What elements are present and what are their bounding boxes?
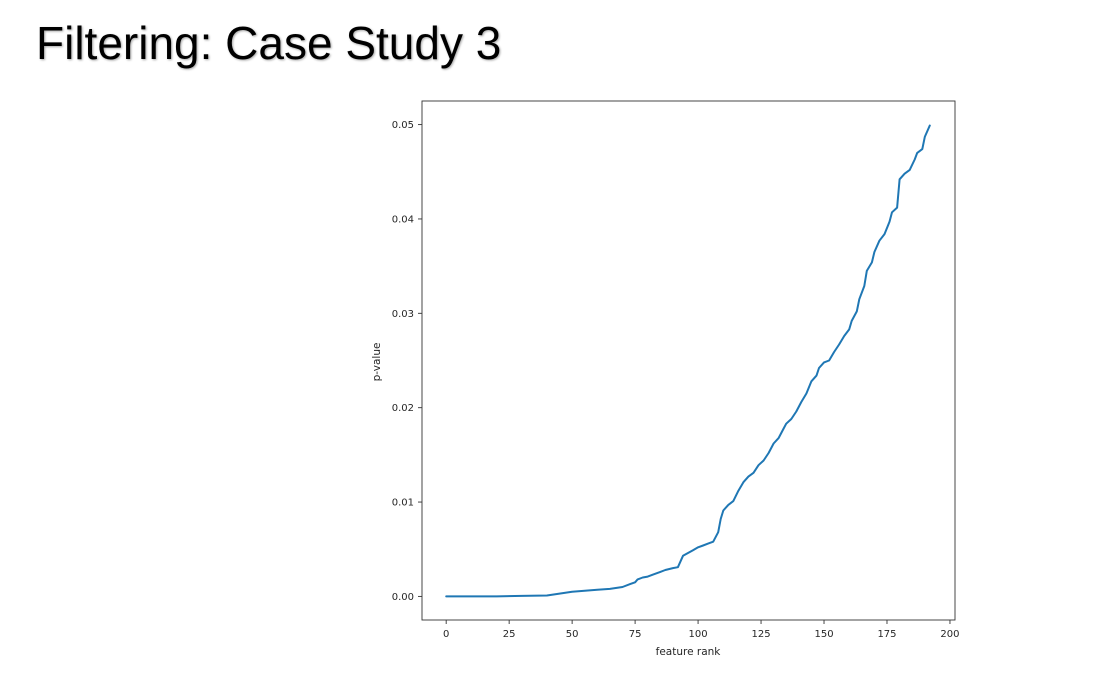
x-tick-label: 200 xyxy=(940,629,959,640)
x-tick-label: 100 xyxy=(689,629,708,640)
y-tick-label: 0.01 xyxy=(392,498,414,509)
x-tick-label: 75 xyxy=(629,629,642,640)
x-tick-label: 125 xyxy=(751,629,770,640)
x-tick-label: 150 xyxy=(814,629,833,640)
y-tick-label: 0.04 xyxy=(392,214,414,225)
x-tick-label: 50 xyxy=(566,629,579,640)
plot-area xyxy=(422,101,955,620)
y-tick-label: 0.02 xyxy=(392,403,414,414)
slide-title: Filtering: Case Study 3 xyxy=(36,17,502,69)
series-line xyxy=(445,124,931,598)
y-tick-label: 0.00 xyxy=(392,592,414,603)
y-axis-label: p-value xyxy=(371,343,383,382)
x-axis: 0 25 50 75 100 125 150 175 200 xyxy=(443,620,960,640)
x-tick-label: 0 xyxy=(443,629,449,640)
y-axis: 0.00 0.01 0.02 0.03 0.04 0.05 xyxy=(392,120,422,603)
plot-frame xyxy=(421,100,956,621)
y-tick-label: 0.03 xyxy=(392,309,414,320)
x-axis-label: feature rank xyxy=(656,646,722,658)
x-tick-label: 175 xyxy=(877,629,896,640)
y-tick-label: 0.05 xyxy=(392,120,414,131)
x-tick-label: 25 xyxy=(503,629,516,640)
